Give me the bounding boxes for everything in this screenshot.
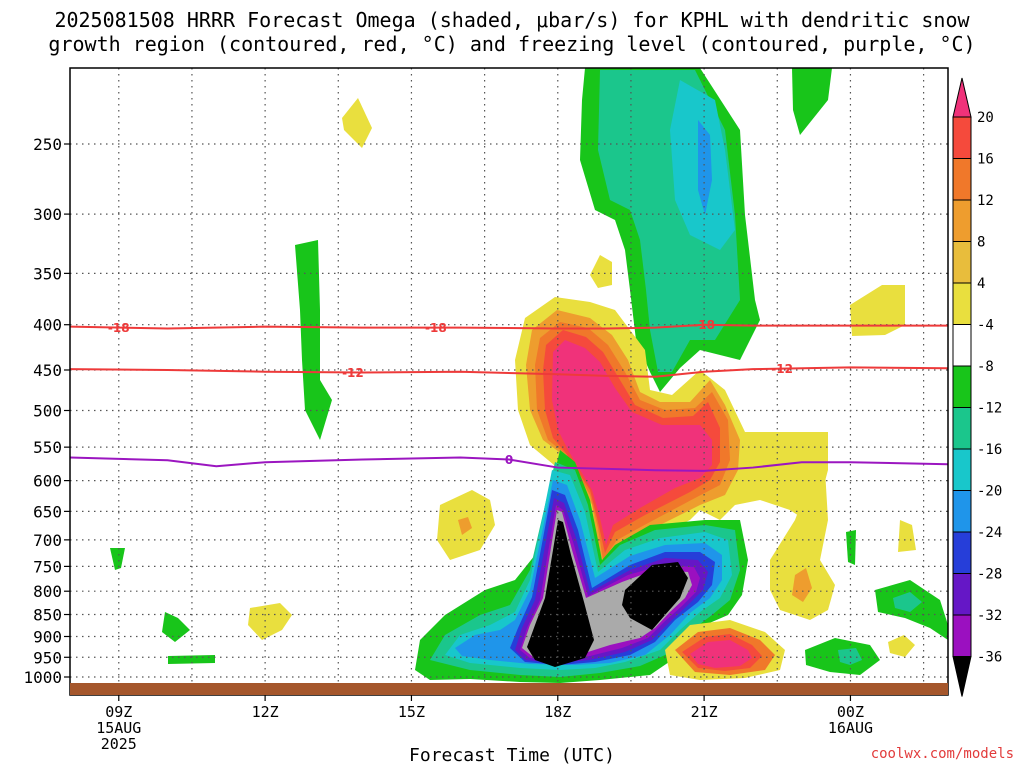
y-tick-label: 550 xyxy=(33,438,62,457)
shade-yellow-right-mid xyxy=(770,470,835,620)
grid xyxy=(70,68,948,695)
colorbar-box xyxy=(952,199,972,242)
x-tick-label: 00Z xyxy=(837,703,864,721)
contour-line xyxy=(70,456,948,472)
colorbar-label: 4 xyxy=(977,276,985,292)
credit-link[interactable]: coolwx.com/models xyxy=(870,746,1014,762)
y-tick-label: 850 xyxy=(33,606,62,625)
colorbar: 20 16 12 8 4 -4 -8 -12 -16 -20 -24 -28 -32 -36 xyxy=(952,77,1002,697)
y-tick-label: 300 xyxy=(33,205,62,224)
y-tick-label: 700 xyxy=(33,531,62,550)
shade-yellow-top-left xyxy=(342,98,372,148)
shade-low-black-2 xyxy=(622,562,688,630)
colorbar-box xyxy=(952,531,972,574)
y-tick-label: 450 xyxy=(33,361,62,380)
y-tick-label: 800 xyxy=(33,582,62,601)
y-tick-label: 250 xyxy=(33,135,62,154)
colorbar-box xyxy=(952,407,972,450)
shade-green-sliver xyxy=(846,530,856,565)
contour-label: -12 xyxy=(342,366,364,380)
colorbar-box xyxy=(952,241,972,284)
colorbar-label: -36 xyxy=(977,650,1002,666)
colorbar-box xyxy=(952,116,972,159)
shade-yellow-right-small xyxy=(898,520,916,552)
colorbar-label: -16 xyxy=(977,442,1002,458)
colorbar-box xyxy=(952,158,972,201)
shade-lowpos-magenta xyxy=(690,640,752,668)
title-line-2: growth region (contoured, red, °C) and f… xyxy=(48,32,976,56)
shade-yellow-left-low xyxy=(248,603,292,640)
shade-small-green-1 xyxy=(110,548,125,570)
chart-title: 2025081508 HRRR Forecast Omega (shaded, … xyxy=(0,8,1024,56)
x-tick-label: 2025 xyxy=(101,735,137,753)
shade-low-black-1 xyxy=(527,520,594,667)
colorbar-box xyxy=(952,490,972,533)
y-tick-label: 750 xyxy=(33,557,62,576)
colorbar-box xyxy=(952,282,972,325)
x-tick-label: 15AUG xyxy=(96,719,141,737)
y-tick-label: 950 xyxy=(33,648,62,667)
x-tick-label: 15Z xyxy=(398,703,425,721)
shade-yellow-right-low xyxy=(888,635,915,657)
shade-small-green-2 xyxy=(162,612,190,642)
shade-left-green-column xyxy=(295,240,332,440)
shade-top-right-green xyxy=(792,68,832,135)
contour-label: 0 xyxy=(505,453,513,467)
x-tick-label: 21Z xyxy=(691,703,718,721)
shade-gold-spot xyxy=(458,517,472,535)
colorbar-label: -8 xyxy=(977,359,994,375)
colorbar-label: -32 xyxy=(977,608,1002,624)
shade-teal-right xyxy=(893,592,922,612)
colorbar-box xyxy=(952,614,972,657)
colorbar-top-arrow xyxy=(952,77,972,118)
colorbar-label: -20 xyxy=(977,484,1002,500)
colorbar-label: 20 xyxy=(977,110,994,126)
colorbar-label: -28 xyxy=(977,567,1002,583)
y-tick-label: 350 xyxy=(33,264,62,283)
contour-label: -18 xyxy=(425,321,447,335)
x-tick-label: 12Z xyxy=(252,703,279,721)
colorbar-box xyxy=(952,448,972,491)
x-tick-label: 18Z xyxy=(544,703,571,721)
colorbar-label: 16 xyxy=(977,152,994,168)
y-tick-label: 500 xyxy=(33,402,62,421)
colorbar-label: -24 xyxy=(977,525,1002,541)
surface-bar xyxy=(70,683,948,695)
title-line-1: 2025081508 HRRR Forecast Omega (shaded, … xyxy=(54,8,970,32)
colorbar-label: 8 xyxy=(977,235,985,251)
colorbar-box xyxy=(952,365,972,408)
contour-label: -18 xyxy=(108,321,130,335)
y-tick-label: 900 xyxy=(33,627,62,646)
contour-line xyxy=(70,366,948,378)
temperature-contours: -18 -18 -18 -12 -12 0 xyxy=(70,318,948,472)
x-tick-label: 16AUG xyxy=(828,719,873,737)
colorbar-label: 12 xyxy=(977,193,994,209)
contour-label: -12 xyxy=(771,362,793,376)
shade-pos-magenta xyxy=(552,340,712,545)
colorbar-label: -12 xyxy=(977,401,1002,417)
y-tick-label: 600 xyxy=(33,472,62,491)
x-axis-label: Forecast Time (UTC) xyxy=(409,745,615,766)
shade-yellow-spot xyxy=(590,255,612,288)
omega-shading xyxy=(110,68,948,683)
y-tick-label: 650 xyxy=(33,502,62,521)
colorbar-bottom-arrow xyxy=(952,656,972,697)
y-tick-label: 400 xyxy=(33,316,62,335)
y-tick-label: 1000 xyxy=(23,668,62,687)
colorbar-box xyxy=(952,573,972,616)
colorbar-box xyxy=(952,324,972,367)
shade-yellow-right-top xyxy=(850,285,905,336)
colorbar-label: -4 xyxy=(977,318,994,334)
x-tick-label: 09Z xyxy=(105,703,132,721)
contour-line xyxy=(70,323,948,330)
axes: 250 300 350 400 450 500 550 600 650 700 750 800 850 9… xyxy=(23,67,949,753)
contour-label: -18 xyxy=(693,318,715,332)
shade-gold-right xyxy=(792,568,812,602)
